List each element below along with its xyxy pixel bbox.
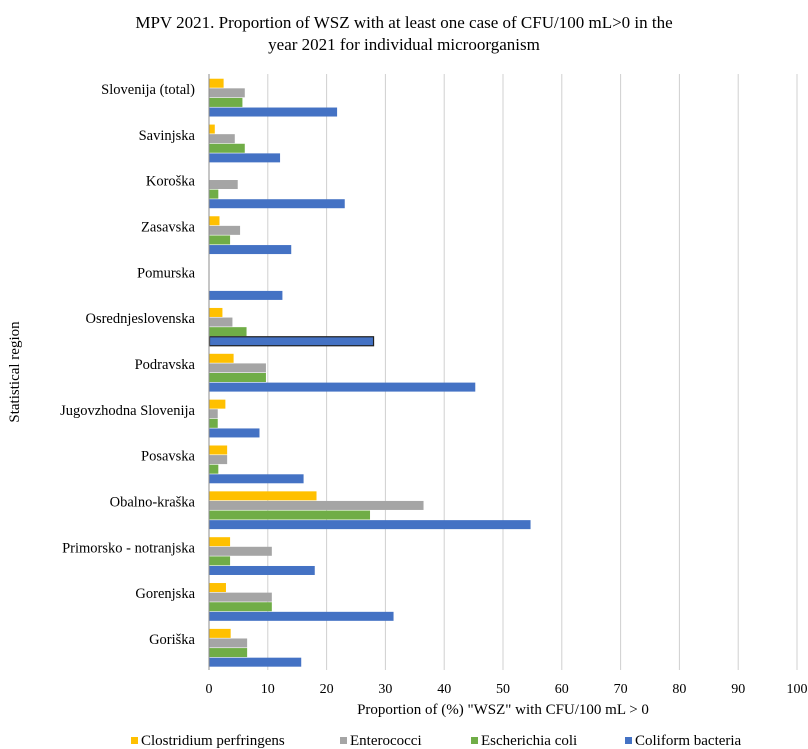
legend-label: Coliform bacteria bbox=[635, 733, 742, 749]
legend-label: Escherichia coli bbox=[481, 733, 577, 749]
bar bbox=[209, 134, 235, 144]
legend: Clostridium perfringens Enterococci Escher… bbox=[131, 733, 742, 749]
category-label: Obalno-kraška bbox=[110, 495, 196, 511]
legend-swatch bbox=[625, 737, 632, 744]
x-tick-label: 20 bbox=[320, 682, 334, 697]
category-labels: Slovenija (total) Savinjska Koroška Zasavsk… bbox=[60, 82, 195, 648]
bar bbox=[209, 445, 228, 455]
bar bbox=[209, 520, 531, 530]
bar bbox=[209, 363, 266, 373]
bar bbox=[209, 500, 424, 510]
legend-swatch bbox=[340, 737, 347, 744]
bar bbox=[209, 216, 220, 226]
y-axis-label: Statistical region bbox=[7, 321, 23, 423]
bar bbox=[209, 180, 238, 190]
bar bbox=[209, 565, 315, 575]
bar bbox=[209, 464, 219, 474]
x-tick-label: 50 bbox=[496, 682, 510, 697]
x-tick-label: 60 bbox=[555, 682, 569, 697]
legend-label: Clostridium perfringens bbox=[141, 733, 285, 749]
category-label: Zasavska bbox=[141, 219, 196, 235]
bar bbox=[209, 628, 231, 638]
x-tick-label: 40 bbox=[437, 682, 451, 697]
bar bbox=[209, 235, 231, 245]
bar bbox=[209, 491, 317, 501]
bar bbox=[209, 537, 231, 547]
bar bbox=[209, 382, 476, 392]
bar bbox=[209, 290, 283, 300]
bar bbox=[208, 336, 375, 347]
bar bbox=[209, 88, 245, 98]
bar bbox=[209, 353, 234, 363]
category-label: Koroška bbox=[146, 174, 196, 190]
category-label: Goriška bbox=[149, 632, 195, 648]
x-tick-label: 80 bbox=[672, 682, 686, 697]
bar bbox=[209, 327, 247, 337]
x-tick-label: 30 bbox=[378, 682, 392, 697]
bar bbox=[209, 455, 228, 465]
bar bbox=[209, 143, 245, 153]
grid-lines bbox=[267, 74, 798, 670]
category-label: Posavska bbox=[141, 449, 196, 465]
category-label: Primorsko - notranjska bbox=[62, 540, 195, 556]
x-tick-label: 90 bbox=[731, 682, 745, 697]
x-tick-labels: 0 10 20 30 40 50 60 70 80 90 100 bbox=[206, 682, 808, 697]
x-tick-label: 70 bbox=[614, 682, 628, 697]
category-label: Savinjska bbox=[139, 128, 196, 144]
chart-title-line-1: MPV 2021. Proportion of WSZ with at leas… bbox=[135, 13, 672, 32]
bar bbox=[209, 546, 272, 556]
bar bbox=[209, 373, 266, 382]
bar bbox=[209, 399, 226, 409]
bar bbox=[209, 225, 241, 235]
x-tick-label: 10 bbox=[261, 682, 275, 697]
bar bbox=[209, 428, 260, 438]
bar bbox=[209, 409, 218, 419]
bar bbox=[209, 638, 248, 648]
x-axis-label: Proportion of (%) "WSZ" with CFU/100 mL … bbox=[357, 702, 649, 718]
bar bbox=[209, 78, 224, 88]
bar bbox=[209, 189, 219, 199]
legend-swatch bbox=[471, 737, 478, 744]
category-label: Podravska bbox=[135, 357, 196, 373]
bar bbox=[209, 611, 394, 621]
bar bbox=[209, 199, 345, 209]
legend-label: Enterococci bbox=[350, 733, 422, 749]
category-label: Pomurska bbox=[137, 265, 196, 281]
bar bbox=[209, 556, 231, 566]
bar bbox=[209, 317, 233, 327]
bars bbox=[208, 78, 531, 667]
category-label: Jugovzhodna Slovenija bbox=[60, 403, 195, 419]
bar bbox=[209, 107, 338, 117]
legend-swatch bbox=[131, 737, 138, 744]
bar bbox=[209, 583, 226, 593]
bar bbox=[209, 510, 371, 520]
category-label: Gorenjska bbox=[135, 586, 195, 602]
bar bbox=[209, 307, 223, 317]
x-tick-label: 0 bbox=[206, 682, 213, 697]
bar bbox=[209, 657, 302, 667]
bar bbox=[209, 592, 272, 602]
category-label: Slovenija (total) bbox=[101, 82, 195, 98]
category-label: Osrednjeslovenska bbox=[85, 311, 195, 327]
bar bbox=[209, 648, 248, 658]
bar bbox=[209, 153, 281, 163]
bar bbox=[209, 418, 218, 428]
bar bbox=[209, 97, 243, 107]
chart-title-line-2: year 2021 for individual microorganism bbox=[268, 35, 540, 54]
bar bbox=[209, 474, 304, 484]
x-tick-label: 100 bbox=[787, 682, 808, 697]
bar bbox=[209, 124, 215, 134]
bar bbox=[209, 245, 292, 255]
bar bbox=[209, 602, 272, 612]
